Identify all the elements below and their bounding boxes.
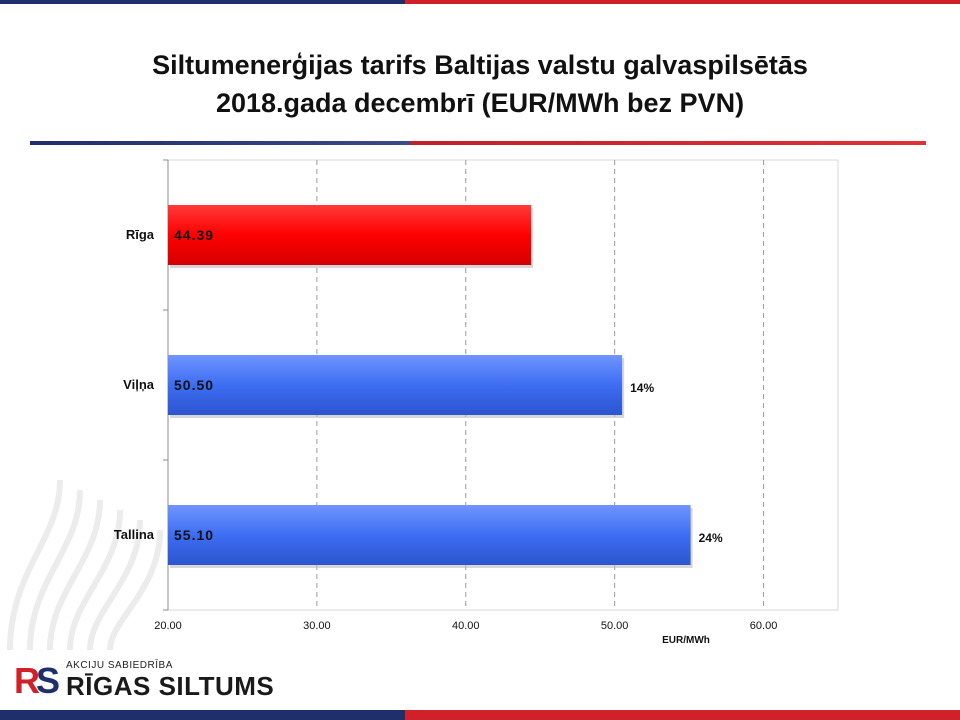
value-label: 44.39 <box>174 227 214 243</box>
x-tick-label: 40.00 <box>452 620 480 632</box>
svg-text:R: R <box>14 660 40 698</box>
bottom-decor-bar <box>0 710 960 720</box>
title-underline-red <box>410 141 926 145</box>
category-label: Rīga <box>126 227 155 242</box>
x-axis-label: EUR/MWh <box>662 635 710 646</box>
svg-text:S: S <box>36 660 60 698</box>
labels: 20.00 30.00 40.00 50.00 60.00 EUR/MWh Rīga 44.3… <box>114 227 778 646</box>
bar <box>168 505 691 565</box>
category-label: Tallina <box>114 527 155 542</box>
logo-name: RĪGAS SILTUMS <box>66 671 275 701</box>
bar <box>168 355 623 415</box>
value-label: 55.10 <box>174 527 214 543</box>
title-underline-blue <box>30 141 410 145</box>
logo-subtitle: AKCIJU SABIEDRĪBA <box>66 660 173 671</box>
rs-logo-icon: R S <box>14 660 60 698</box>
x-tick-label: 50.00 <box>601 620 629 632</box>
bars <box>168 205 693 568</box>
category-label: Viļņa <box>123 377 155 392</box>
bar <box>168 205 532 265</box>
chart-title: Siltumenerģijas tarifs Baltijas valstu g… <box>40 46 920 122</box>
x-tick-label: 30.00 <box>303 620 331 632</box>
percent-annotation: 24% <box>699 531 723 545</box>
x-tick-label: 20.00 <box>154 620 182 632</box>
axes <box>163 159 169 611</box>
company-logo: R S AKCIJU SABIEDRĪBA RĪGAS SILTUMS <box>14 658 294 701</box>
value-label: 50.50 <box>174 377 214 393</box>
watermark-decoration <box>7 479 163 651</box>
chart-title-line2: 2018.gada decembrī (EUR/MWh bez PVN) <box>215 88 745 118</box>
percent-annotation: 14% <box>630 381 654 395</box>
top-decor-bar <box>0 0 960 4</box>
x-tick-label: 60.00 <box>750 620 778 632</box>
chart-title-line1: Siltumenerģijas tarifs Baltijas valstu g… <box>152 50 808 80</box>
